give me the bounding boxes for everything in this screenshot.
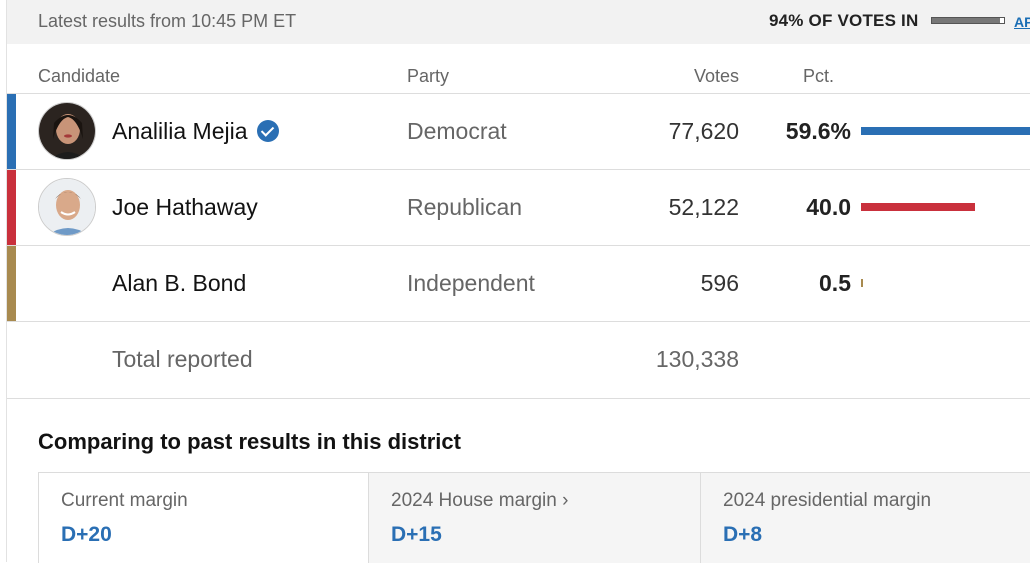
candidate-photo <box>38 102 96 160</box>
ap-source-link[interactable]: AP <box>1014 14 1030 30</box>
header-pct: Pct. <box>802 66 834 86</box>
candidate-photo <box>38 178 96 236</box>
party-color-stripe <box>7 170 16 246</box>
candidate-party: Independent <box>407 270 535 296</box>
margin-cards: Current margin D+20 2024 House margin › … <box>38 472 1030 563</box>
candidate-party: Democrat <box>407 118 507 144</box>
header-candidate: Candidate <box>38 66 121 86</box>
current-margin-card: Current margin D+20 <box>39 473 369 563</box>
card-label: 2024 House margin › <box>391 490 569 511</box>
candidate-votes: 77,620 <box>668 118 739 144</box>
winner-check-icon <box>256 120 279 142</box>
card-label: 2024 presidential margin <box>723 490 932 511</box>
candidate-name: Joe Hathaway <box>112 194 258 220</box>
header-votes: Votes <box>693 66 739 86</box>
card-label: Current margin <box>61 490 188 511</box>
house-margin-card[interactable]: 2024 House margin › D+15 <box>369 473 701 563</box>
votes-in-progress-fill <box>932 18 1000 23</box>
total-votes: 130,338 <box>655 346 739 372</box>
candidate-pct: 0.5 <box>819 270 851 296</box>
vote-share-bar <box>861 127 1030 135</box>
card-value: D+15 <box>391 523 442 546</box>
votes-in-progress-bar <box>931 17 1005 24</box>
results-table: Candidate Party Votes Pct. Analilia Meji… <box>6 44 1030 563</box>
vote-share-bar <box>861 279 863 287</box>
candidate-name: Analilia Mejia <box>112 118 279 145</box>
latest-results-text: Latest results from 10:45 PM ET <box>38 11 297 31</box>
votes-in-text: 94% OF VOTES IN <box>769 11 919 30</box>
candidate-pct: 59.6% <box>785 118 851 144</box>
status-bar: Latest results from 10:45 PM ET 94% OF V… <box>6 0 1030 44</box>
card-value: D+8 <box>723 523 763 546</box>
header-party: Party <box>407 66 450 86</box>
party-color-stripe <box>7 246 16 322</box>
candidate-row: Alan B. Bond Independent 596 0.5 <box>7 245 1030 322</box>
comparison-title: Comparing to past results in this distri… <box>38 429 461 454</box>
vote-share-bar <box>861 203 975 211</box>
candidate-votes: 52,122 <box>668 194 739 220</box>
presidential-margin-card: 2024 presidential margin D+8 <box>701 473 1030 563</box>
candidate-name: Alan B. Bond <box>112 270 247 296</box>
card-value: D+20 <box>61 523 112 546</box>
candidate-pct: 40.0 <box>806 194 851 220</box>
candidate-row: Analilia Mejia Democrat 77,620 59.6% <box>7 93 1030 170</box>
candidate-row: Joe Hathaway Republican 52,122 40.0 <box>7 169 1030 246</box>
candidate-party: Republican <box>407 194 523 220</box>
total-label: Total reported <box>112 346 253 372</box>
party-color-stripe <box>7 94 16 170</box>
total-row: Total reported 130,338 <box>7 321 1030 399</box>
candidate-votes: 596 <box>700 270 739 296</box>
